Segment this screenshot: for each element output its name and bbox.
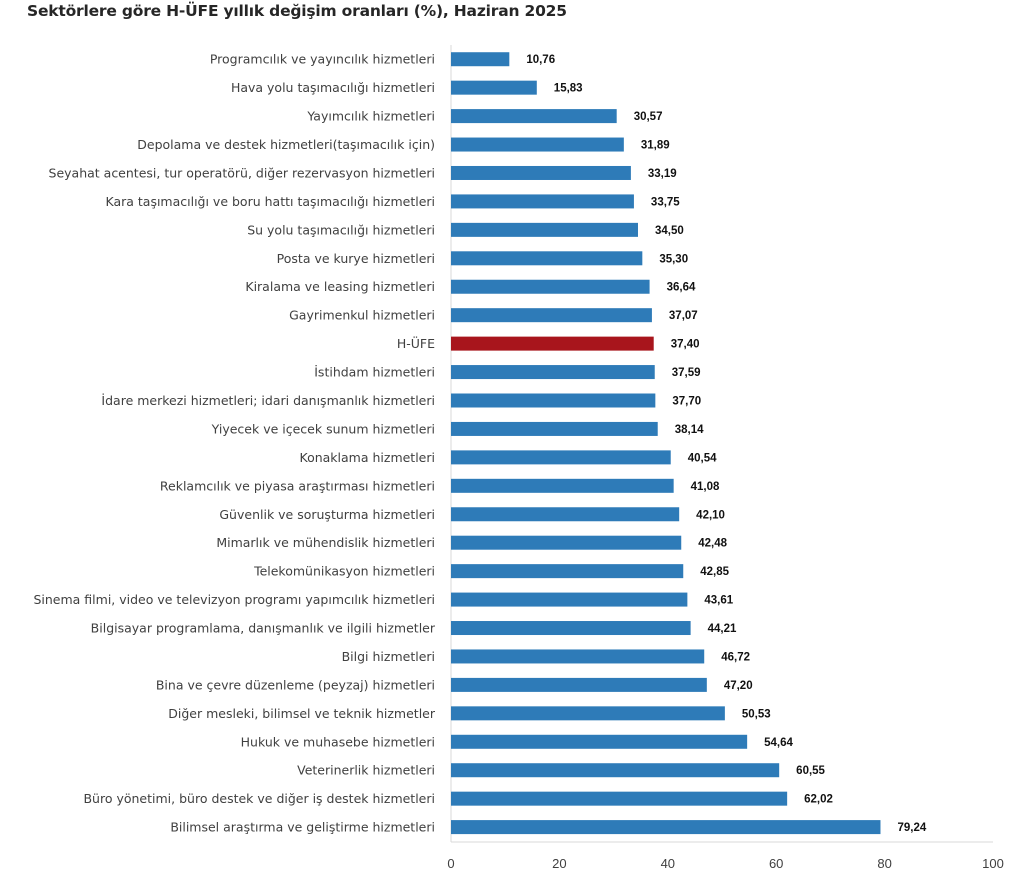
bar bbox=[451, 52, 510, 67]
value-label: 36,64 bbox=[667, 282, 696, 294]
category-label: Su yolu taşımacılığı hizmetleri bbox=[247, 222, 435, 237]
bar bbox=[451, 421, 658, 436]
value-label: 35,30 bbox=[659, 253, 688, 265]
x-tick-label: 0 bbox=[447, 856, 454, 871]
bar bbox=[451, 165, 631, 180]
category-label: Depolama ve destek hizmetleri(taşımacılı… bbox=[137, 137, 435, 152]
value-label: 62,02 bbox=[804, 794, 833, 806]
value-label: 38,14 bbox=[675, 424, 704, 436]
category-label: Reklamcılık ve piyasa araştırması hizmet… bbox=[160, 478, 435, 493]
bar bbox=[451, 621, 691, 636]
value-label: 30,57 bbox=[634, 111, 663, 123]
bar bbox=[451, 734, 748, 749]
value-label: 42,85 bbox=[700, 566, 729, 578]
value-label: 42,48 bbox=[698, 538, 727, 550]
value-label: 60,55 bbox=[796, 765, 825, 777]
value-label: 79,24 bbox=[897, 822, 926, 834]
value-label: 15,83 bbox=[554, 83, 583, 95]
value-label: 37,59 bbox=[672, 367, 701, 379]
bar bbox=[451, 478, 674, 493]
bar bbox=[451, 706, 725, 721]
category-label: Bilgisayar programlama, danışmanlık ve i… bbox=[91, 621, 436, 636]
bars-group bbox=[451, 52, 881, 835]
value-label: 37,07 bbox=[669, 310, 698, 322]
category-label: Telekomünikasyon hizmetleri bbox=[253, 564, 435, 579]
bar bbox=[451, 820, 881, 835]
category-label: Posta ve kurye hizmetleri bbox=[277, 251, 435, 266]
value-label: 37,40 bbox=[671, 339, 700, 351]
category-label: Gayrimenkul hizmetleri bbox=[289, 308, 435, 323]
bar bbox=[451, 564, 684, 579]
category-label: Bina ve çevre düzenleme (peyzaj) hizmetl… bbox=[156, 677, 435, 692]
bar bbox=[451, 251, 643, 266]
value-label: 10,76 bbox=[526, 54, 555, 66]
category-label: Sinema filmi, video ve televizyon progra… bbox=[33, 592, 435, 607]
bar bbox=[451, 592, 688, 607]
bar bbox=[451, 137, 624, 152]
bar bbox=[451, 677, 707, 692]
value-label: 37,70 bbox=[672, 396, 701, 408]
x-tick-label: 80 bbox=[877, 856, 891, 871]
value-label: 42,10 bbox=[696, 509, 725, 521]
category-labels-group: Programcılık ve yayıncılık hizmetleri Hav… bbox=[33, 52, 435, 835]
category-label: Kiralama ve leasing hizmetleri bbox=[245, 279, 435, 294]
category-label: Güvenlik ve soruşturma hizmetleri bbox=[219, 507, 435, 522]
category-label: Hava yolu taşımacılığı hizmetleri bbox=[231, 80, 435, 95]
bar bbox=[451, 649, 705, 664]
bar bbox=[451, 365, 655, 380]
x-tick-label: 100 bbox=[982, 856, 1004, 871]
bar bbox=[451, 222, 638, 237]
value-labels-group: 10,76 15,83 30,57 31,89 33,19 33,75 34,50 35,30… bbox=[526, 54, 927, 834]
value-label: 34,50 bbox=[655, 225, 684, 237]
category-label: Yayımcılık hizmetleri bbox=[306, 109, 435, 124]
category-label: Hukuk ve muhasebe hizmetleri bbox=[241, 734, 435, 749]
value-label: 44,21 bbox=[708, 623, 737, 635]
value-label: 46,72 bbox=[721, 651, 750, 663]
bar bbox=[451, 393, 656, 408]
bar bbox=[451, 535, 682, 550]
bar-highlight bbox=[451, 336, 654, 351]
x-tick-label: 40 bbox=[661, 856, 675, 871]
bar bbox=[451, 763, 780, 778]
value-label: 43,61 bbox=[704, 595, 733, 607]
value-label: 31,89 bbox=[641, 140, 670, 152]
value-label: 41,08 bbox=[691, 481, 720, 493]
value-label: 40,54 bbox=[688, 452, 717, 464]
category-label: H-ÜFE bbox=[397, 335, 435, 351]
category-label: Mimarlık ve mühendislik hizmetleri bbox=[216, 535, 435, 550]
category-label: Diğer mesleki, bilimsel ve teknik hizmet… bbox=[168, 706, 436, 721]
category-label: Veterinerlik hizmetleri bbox=[297, 763, 435, 778]
category-label: İstihdam hizmetleri bbox=[314, 365, 435, 380]
category-label: Kara taşımacılığı ve boru hattı taşımacı… bbox=[105, 194, 435, 209]
bar bbox=[451, 507, 680, 522]
x-tick-label: 60 bbox=[769, 856, 783, 871]
value-label: 33,19 bbox=[648, 168, 677, 180]
bar bbox=[451, 308, 652, 323]
bar bbox=[451, 791, 788, 806]
value-label: 54,64 bbox=[764, 737, 793, 749]
category-label: Büro yönetimi, büro destek ve diğer iş d… bbox=[83, 791, 435, 806]
bar bbox=[451, 279, 650, 294]
x-tick-label: 20 bbox=[552, 856, 566, 871]
category-label: Programcılık ve yayıncılık hizmetleri bbox=[210, 52, 435, 67]
category-label: Yiyecek ve içecek sunum hizmetleri bbox=[211, 421, 435, 436]
x-tick-labels-group: 0 20 40 60 80 100 bbox=[447, 856, 1003, 871]
bar bbox=[451, 194, 634, 209]
category-label: Konaklama hizmetleri bbox=[300, 450, 436, 465]
bar bbox=[451, 80, 537, 95]
bar bbox=[451, 450, 671, 465]
category-label: Bilgi hizmetleri bbox=[342, 649, 435, 664]
value-label: 47,20 bbox=[724, 680, 753, 692]
category-label: Bilimsel araştırma ve geliştirme hizmetl… bbox=[170, 820, 435, 835]
value-label: 50,53 bbox=[742, 708, 771, 720]
chart-title: Sektörlere göre H-ÜFE yıllık değişim ora… bbox=[27, 2, 567, 20]
category-label: Seyahat acentesi, tur operatörü, diğer r… bbox=[49, 165, 435, 180]
category-label: İdare merkezi hizmetleri; idari danışman… bbox=[101, 393, 435, 408]
value-label: 33,75 bbox=[651, 196, 680, 208]
bar bbox=[451, 109, 617, 124]
